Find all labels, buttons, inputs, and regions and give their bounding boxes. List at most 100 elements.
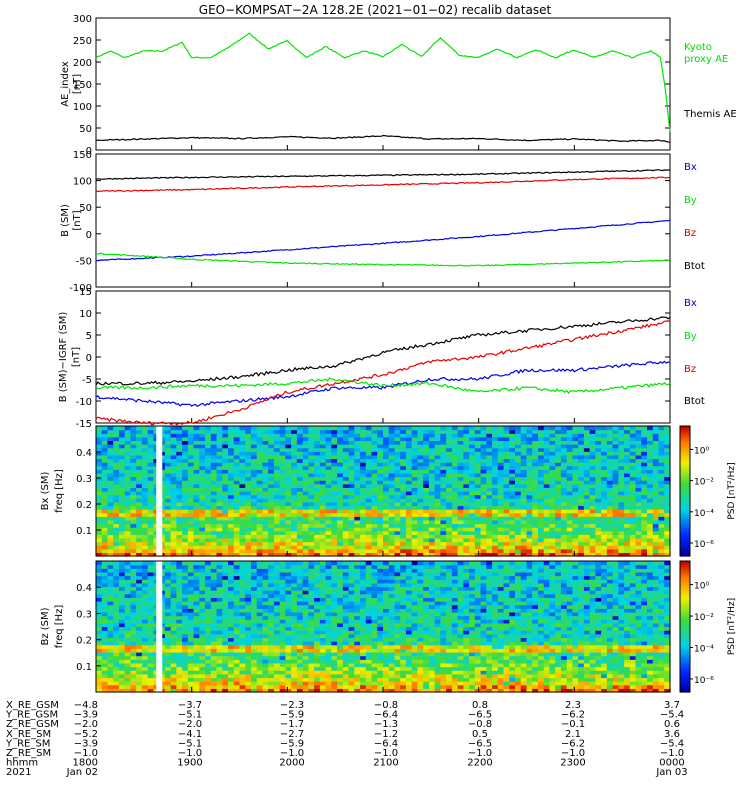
spectrogram-cell: [256, 568, 264, 573]
spectrogram-cell: [457, 433, 464, 438]
spectrogram-cell: [118, 537, 126, 543]
spectrogram-cell: [193, 494, 200, 499]
spectrogram-cell: [159, 575, 166, 580]
spectrogram-cell: [256, 648, 264, 653]
spectrogram-cell: [360, 487, 367, 492]
spectrogram-cell: [210, 597, 218, 602]
spectrogram-cell: [210, 487, 218, 492]
series-line-bx: [95, 219, 671, 262]
spectrogram-cell: [256, 659, 264, 664]
spectrogram-cell: [348, 534, 355, 539]
spectrogram-cell: [113, 447, 120, 452]
spectrogram-cell: [101, 516, 109, 521]
spectrogram-cell: [624, 548, 631, 553]
spectrogram-cell: [417, 509, 424, 514]
spectrogram-cell: [107, 505, 114, 510]
spectrogram-cell: [107, 436, 114, 442]
spectrogram-cell: [342, 440, 350, 445]
spectrogram-cell: [365, 548, 373, 553]
spectrogram-cell: [182, 494, 189, 499]
spectrogram-cell: [147, 564, 154, 569]
spectrogram-cell: [222, 505, 229, 510]
spectrogram-cell: [308, 480, 315, 485]
spectrogram-cell: [101, 681, 109, 686]
spectrogram-cell: [262, 673, 269, 679]
spectrogram-cell: [291, 494, 298, 499]
spectrogram-cell: [279, 512, 287, 517]
spectrogram-cell: [222, 519, 229, 525]
spectrogram-cell: [520, 426, 528, 431]
spectrogram-cell: [434, 530, 441, 535]
spectrogram-cell: [193, 469, 200, 474]
spectrogram-cell: [377, 501, 384, 507]
spectrogram-cell: [101, 498, 109, 503]
spectrogram-cell: [107, 487, 114, 492]
spectrogram-cell: [124, 440, 132, 445]
spectrogram-cell: [583, 548, 591, 553]
spectrogram-cell: [279, 608, 287, 613]
spectrogram-cell: [159, 579, 166, 584]
spectrogram-cell: [176, 476, 183, 481]
spectrogram-cell: [532, 469, 539, 474]
spectrogram-cell: [216, 534, 223, 539]
spectrogram-cell: [451, 498, 459, 503]
spectrogram-cell: [136, 637, 143, 642]
spectrogram-cell: [411, 491, 419, 496]
spectrogram-cell: [515, 433, 522, 438]
spectrogram-cell: [428, 541, 436, 546]
spectrogram-cell: [601, 527, 608, 532]
spectrogram-cell: [486, 534, 493, 539]
spectrogram-cell: [348, 505, 355, 510]
spectrogram-cell: [405, 483, 413, 488]
spectrogram-cell: [606, 444, 614, 449]
spectrogram-cell: [411, 487, 419, 492]
spectrogram-cell: [400, 541, 407, 546]
spectrogram-cell: [164, 516, 172, 521]
spectrogram-cell: [273, 622, 281, 628]
spectrogram-cell: [486, 451, 493, 456]
spectrogram-cell: [245, 637, 252, 642]
spectrogram-cell: [417, 494, 424, 499]
spectrogram-cell: [107, 519, 114, 525]
spectrogram-cell: [273, 426, 281, 431]
spectrogram-cell: [383, 491, 390, 496]
spectrogram-cell: [193, 458, 200, 463]
spectrogram-cell: [337, 530, 344, 535]
spectrogram-cell: [268, 586, 275, 591]
spectrogram-cell: [606, 498, 614, 503]
spectrogram-cell: [411, 426, 419, 431]
spectrogram-cell: [113, 651, 120, 657]
spectrogram-cell: [222, 633, 229, 639]
spectrogram-cell: [532, 454, 539, 460]
spectrogram-cell: [405, 509, 413, 514]
spectrogram-cell: [515, 527, 522, 532]
spectrogram-cell: [273, 476, 281, 481]
spectrogram-cell: [354, 548, 361, 553]
spectrogram-cell: [285, 458, 292, 463]
spectrogram-cell: [147, 429, 154, 434]
spectrogram-cell: [170, 545, 177, 550]
spectrogram-cell: [113, 597, 120, 602]
spectrogram-cell: [130, 458, 137, 463]
spectrogram-cell: [136, 593, 143, 598]
spectrogram-cell: [170, 458, 177, 463]
spectrogram-cell: [457, 447, 464, 452]
spectrogram-cell: [463, 483, 470, 488]
spectrogram-cell: [457, 509, 464, 514]
spectrogram-cell: [377, 472, 384, 478]
spectrogram-cell: [652, 454, 660, 460]
spectrogram-cell: [228, 447, 235, 452]
spectrogram-cell: [285, 491, 292, 496]
spectrogram-cell: [147, 462, 154, 467]
spectrogram-cell: [647, 530, 654, 535]
spectrogram-cell: [566, 458, 574, 463]
spectrogram-cell: [492, 440, 499, 445]
spectrogram-cell: [262, 648, 269, 653]
spectrogram-cell: [515, 465, 522, 470]
spectrogram-cell: [319, 548, 327, 553]
spectrogram-cell: [480, 509, 487, 514]
spectrogram-cell: [113, 429, 120, 434]
spectrogram-cell: [250, 586, 258, 591]
spectrogram-cell: [96, 611, 103, 617]
spectrogram-cell: [612, 541, 619, 546]
